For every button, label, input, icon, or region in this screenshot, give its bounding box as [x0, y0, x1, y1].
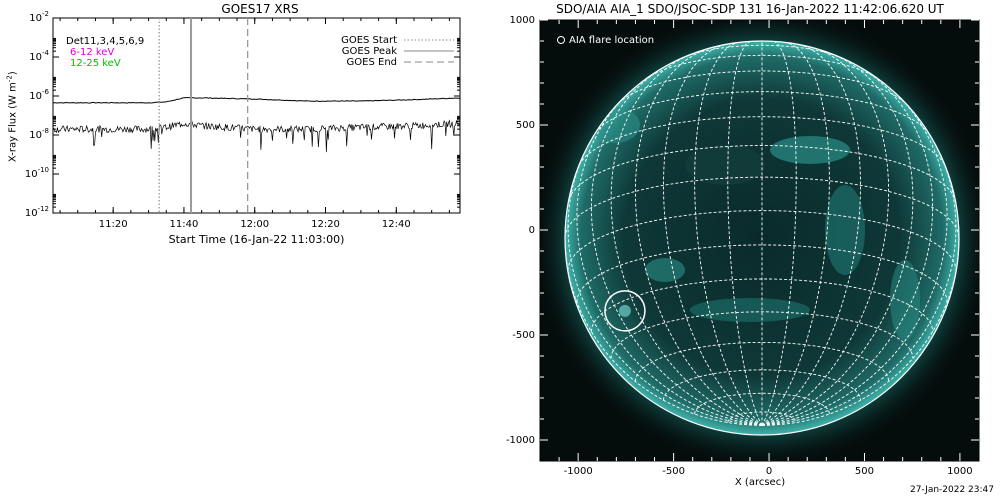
channel-label-6-12: 6-12 keV [70, 47, 114, 58]
latitude-line [610, 311, 914, 359]
aia-title: SDO/AIA AIA_1 SDO/JSOC-SDP 131 16-Jan-20… [556, 2, 944, 16]
longitude-line [761, 43, 861, 426]
x-ticks: 11:20 11:40 12:00 12:20 12:40 [59, 18, 450, 230]
active-region [890, 260, 920, 340]
y-ticks: 10-12 10-10 10-8 10-6 10-4 10-2 [25, 10, 460, 219]
aia-plot-frame [539, 19, 980, 462]
longitude-line [761, 143, 957, 426]
x-tick-label: 12:40 [382, 219, 411, 230]
channel-label-12-25: 12-25 keV [70, 58, 121, 69]
x-tick-label: 11:40 [170, 219, 199, 230]
longitude-line [634, 47, 763, 426]
series-line-noisy [52, 119, 460, 153]
longitude-line [590, 68, 763, 426]
longitude-line [567, 143, 763, 426]
event-lines [158, 18, 249, 213]
aia-ticks: -1000 -500 0 500 1000 -1000 -500 0 500 1000 [506, 15, 979, 477]
longitude-line [761, 237, 959, 426]
y-tick-label: 1000 [510, 15, 535, 26]
legend-goes-start: GOES Start [341, 35, 397, 46]
longitude-line [694, 42, 763, 426]
flare-bright-kernel [618, 304, 631, 317]
active-region [690, 298, 810, 322]
legend-goes-peak: GOES Peak [342, 46, 397, 57]
goes-title: GOES17 XRS [221, 2, 299, 16]
goes-legend: GOES Start GOES Peak GOES End [341, 35, 454, 68]
flare-legend-icon [557, 36, 565, 44]
latitude-line [568, 145, 956, 200]
x-tick-label: -1000 [564, 466, 593, 477]
active-region [825, 185, 865, 275]
aia-x-axis-label: X (arcsec) [735, 477, 785, 488]
active-regions [590, 107, 920, 340]
goes-panel: GOES17 XRS X-ray Flux (W m-2) Start Time… [0, 0, 470, 260]
longitude-line [576, 90, 763, 426]
latitude-line [646, 54, 878, 79]
aia-plot: -1000 -500 0 500 1000 -1000 -500 0 500 1000 AIA f… [506, 15, 980, 488]
flare-legend-label: AIA flare location [569, 35, 654, 46]
active-region [770, 136, 850, 164]
x-tick-label: 0 [766, 466, 772, 477]
latitude-line [618, 70, 906, 104]
y-tick-label: 10-8 [29, 127, 49, 141]
y-tick-label: 0 [529, 225, 535, 236]
latitude-line [634, 341, 890, 382]
y-tick-label: 10-4 [29, 49, 49, 63]
series-group [52, 97, 461, 153]
flare-location-circle [604, 290, 646, 332]
longitude-line [761, 47, 890, 426]
y-tick-label: -500 [512, 330, 535, 341]
legend-goes-end: GOES End [347, 57, 397, 68]
y-tick-label: 10-6 [29, 88, 49, 102]
active-region [645, 258, 685, 282]
x-axis-label: Start Time (16-Jan-22 11:03:00) [168, 233, 345, 246]
flare-markers [604, 290, 646, 332]
y-tick-label: 500 [516, 120, 535, 131]
longitude-line [565, 237, 763, 426]
longitude-line [761, 68, 934, 426]
longitude-line [761, 90, 948, 426]
x-tick-label: -500 [662, 466, 685, 477]
active-region [685, 145, 765, 185]
x-tick-label: 11:20 [99, 219, 128, 230]
y-tick-label: 10-12 [25, 205, 49, 219]
latitude-line [565, 176, 959, 239]
latitude-line [594, 91, 930, 134]
longitude-line [610, 52, 763, 426]
longitude-line [663, 43, 763, 426]
channel-label-det: Det11,3,4,5,6,9 [66, 36, 144, 47]
x-tick-label: 500 [855, 466, 874, 477]
goes-plot-frame [52, 17, 461, 214]
goes-plot: 10-12 10-10 10-8 10-6 10-4 10-2 11:20 11:40 12:… [25, 10, 461, 230]
footer-timestamp: 27-Jan-2022 23:47 [909, 485, 994, 495]
x-tick-label: 12:00 [240, 219, 269, 230]
y-tick-label: 10-10 [25, 166, 49, 180]
x-tick-label: 1000 [947, 466, 972, 477]
y-tick-label: -1000 [506, 435, 535, 446]
longitude-line [727, 41, 763, 426]
latitude-line [578, 116, 946, 166]
x-tick-label: 12:20 [311, 219, 340, 230]
longitude-line [761, 42, 830, 426]
longitude-line [761, 41, 797, 426]
y-tick-label: 10-2 [29, 10, 49, 24]
series-line-det [52, 97, 461, 104]
longitude-line [761, 52, 914, 426]
limb-outline [564, 40, 960, 436]
lat-lon-grid [565, 41, 959, 426]
